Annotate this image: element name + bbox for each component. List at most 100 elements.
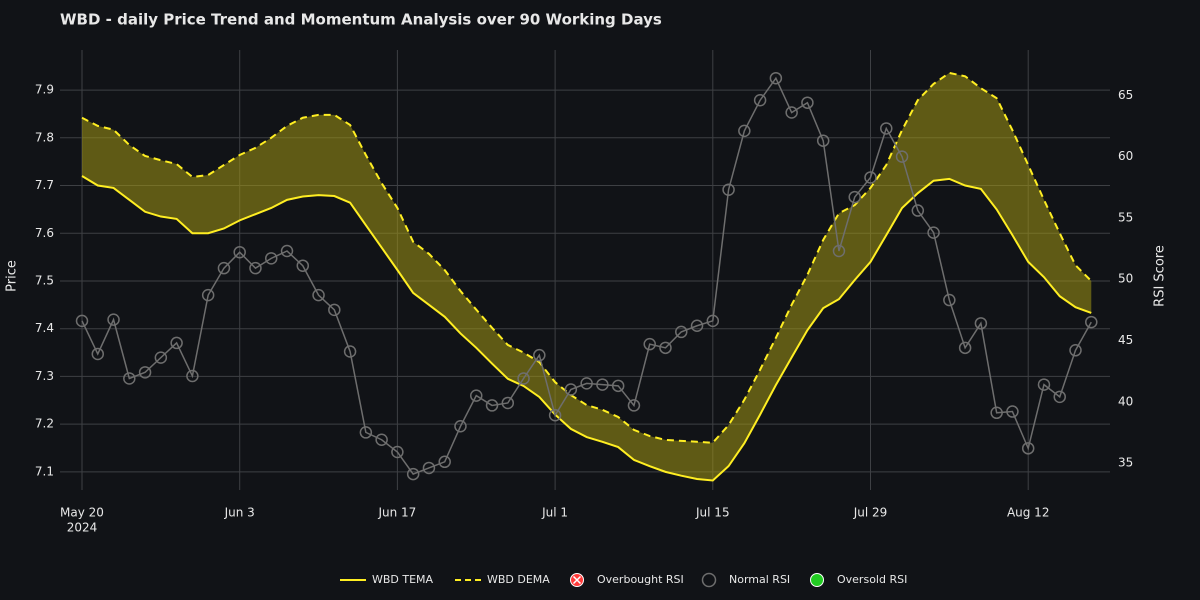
rsi-point [1006, 405, 1019, 418]
legend-symbol [810, 573, 824, 587]
rsi-point [722, 183, 735, 196]
rsi-point [470, 389, 483, 402]
legend-symbol [572, 575, 582, 585]
y-tick-label: 7.6 [35, 226, 54, 240]
rsi-point [328, 303, 341, 317]
legend-item: WBD DEMA [455, 573, 550, 586]
rsi-point [943, 293, 956, 307]
rsi-point [359, 426, 373, 439]
rsi-point [406, 467, 420, 481]
rsi-point [343, 345, 357, 358]
rsi-point [596, 378, 609, 391]
legend-item: WBD TEMA [340, 573, 434, 586]
y-tick-label: 7.8 [35, 130, 54, 144]
legend-label: WBD DEMA [487, 573, 550, 586]
legend-label: Overbought RSI [597, 573, 684, 586]
rsi-point [627, 399, 641, 412]
rsi-point [533, 348, 546, 362]
band-fill [82, 72, 1092, 481]
y2-tick-label: 40 [1118, 394, 1133, 408]
rsi-point [832, 244, 846, 258]
y-tick-label: 7.2 [35, 417, 54, 431]
rsi-point [690, 319, 704, 333]
rsi-point [880, 122, 893, 135]
rsi-point [138, 366, 152, 379]
x-tick-label: Jul 1 [541, 506, 568, 520]
rsi-point [501, 396, 515, 410]
y2-tick-label: 50 [1118, 272, 1133, 286]
rsi-point [154, 351, 168, 364]
rsi-point [548, 408, 562, 422]
rsi-point [201, 288, 215, 302]
rsi-line [81, 76, 1092, 475]
y2-tick-label: 60 [1118, 149, 1133, 163]
rsi-point [123, 372, 136, 385]
price-line [81, 175, 1092, 482]
rsi-point [848, 190, 861, 204]
rsi-point [375, 433, 388, 446]
rsi-point [864, 171, 877, 184]
y-tick-label: 7.5 [35, 273, 54, 287]
legend-symbol [701, 572, 717, 588]
rsi-point [927, 226, 940, 239]
rsi-point [296, 259, 310, 272]
rsi-point [75, 314, 89, 328]
rsi-point [785, 106, 798, 119]
x-year-label: 2024 [67, 521, 98, 535]
rsi-point [611, 379, 625, 393]
rsi-point [264, 252, 278, 265]
rsi-point [643, 337, 656, 351]
rsi-point [659, 341, 672, 355]
rsi-point [391, 445, 404, 459]
rsi-point [454, 420, 467, 433]
legend-item: Oversold RSI [810, 573, 907, 587]
rsi-point [1085, 315, 1098, 329]
rsi-point [438, 455, 451, 469]
rsi-point [675, 325, 688, 339]
rsi-point [801, 96, 814, 109]
legend-item: Normal RSI [701, 572, 790, 588]
rsi-point [974, 317, 988, 330]
legend-label: Normal RSI [729, 573, 790, 586]
rsi-point [895, 150, 909, 163]
rsi-point [1053, 390, 1066, 404]
x-tick-label: Jun 17 [377, 506, 416, 520]
y-tick-label: 7.4 [35, 321, 54, 335]
rsi-point [1069, 344, 1082, 357]
y-tick-label: 7.7 [35, 178, 54, 192]
y2-axis-label: RSI Score [1153, 245, 1168, 307]
rsi-point [769, 71, 783, 85]
rsi-point [564, 383, 578, 396]
chart-title: WBD - daily Price Trend and Momentum Ana… [60, 11, 662, 29]
y-axis-label: Price [5, 260, 20, 292]
rsi-point [485, 399, 499, 412]
x-tick-label: Aug 12 [1007, 506, 1050, 520]
rsi-point [91, 347, 105, 361]
y2-tick-label: 45 [1118, 333, 1133, 347]
rsi-point [186, 369, 199, 383]
legend-item: Overbought RSI [570, 573, 684, 587]
rsi-point [280, 244, 294, 258]
rsi-point [753, 94, 767, 107]
rsi-point [1021, 442, 1035, 455]
x-tick-label: Jun 3 [224, 506, 255, 520]
rsi-point [107, 313, 120, 326]
y2-tick-label: 35 [1118, 456, 1133, 470]
y-tick-label: 7.3 [35, 369, 54, 383]
rsi-point [1037, 378, 1051, 391]
rsi-point [738, 124, 751, 138]
x-tick-label: Jul 15 [695, 506, 730, 520]
y2-tick-label: 65 [1118, 88, 1133, 102]
rsi-point [170, 336, 183, 350]
rsi-point [217, 261, 231, 275]
x-tick-label: Jul 29 [853, 506, 888, 520]
y2-tick-label: 55 [1118, 210, 1133, 224]
y-tick-label: 7.9 [35, 83, 54, 97]
legend-label: Oversold RSI [837, 573, 907, 586]
price-line [81, 71, 1092, 444]
y-tick-label: 7.1 [35, 464, 54, 478]
rsi-point [233, 245, 246, 259]
rsi-point [312, 288, 325, 302]
